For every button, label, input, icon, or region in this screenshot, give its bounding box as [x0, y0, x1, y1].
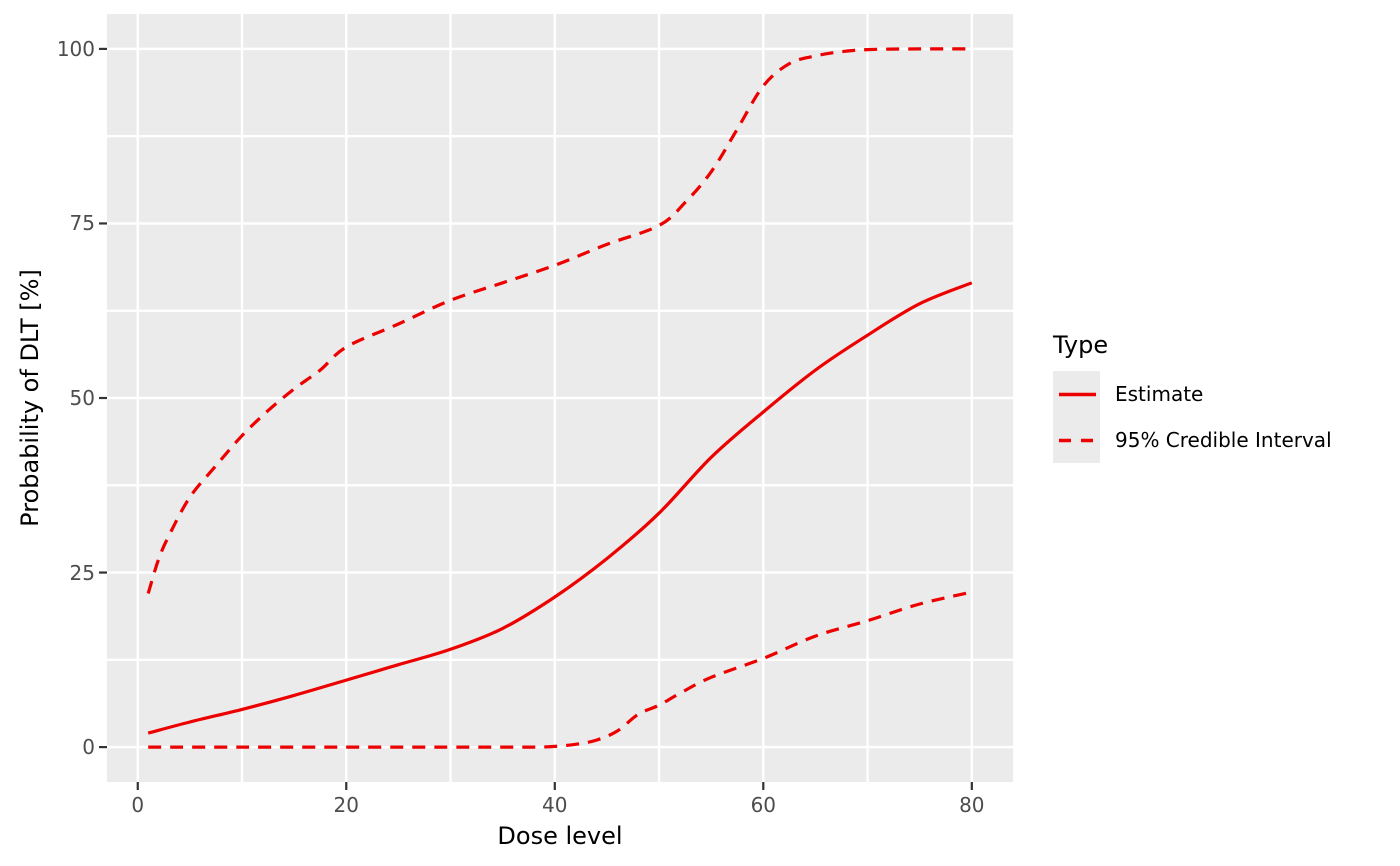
legend-label-estimate: Estimate [1115, 382, 1204, 406]
y-tick-label-50: 50 [69, 386, 95, 410]
x-tick-label-40: 40 [542, 793, 568, 817]
legend-key-estimate [1053, 371, 1100, 417]
legend-item-estimate: Estimate [1053, 371, 1332, 417]
series-line-2-dashed [148, 590, 973, 749]
y-tick-label-100: 100 [56, 36, 95, 61]
x-tick-label-80: 80 [959, 793, 985, 817]
x-tick-label-60: 60 [750, 793, 777, 817]
y-axis-title: Probability of DLT [%] [16, 269, 44, 527]
y-tick-label-75: 75 [69, 211, 95, 236]
x-tick-label-0: 0 [131, 793, 145, 817]
legend-title: Type [1053, 331, 1109, 359]
y-tick-label-0: 0 [82, 735, 95, 760]
x-tick-label-20: 20 [333, 793, 359, 817]
y-tick-label-25: 25 [69, 560, 95, 585]
solid-line-icon [1059, 392, 1096, 397]
legend-label-credible-interval: 95% Credible Interval [1115, 428, 1332, 452]
dashed-line-icon [1059, 438, 1096, 443]
legend: Type Estimate 95% Credible Interval [1053, 330, 1332, 463]
legend-key-credible-interval [1053, 417, 1100, 463]
legend-item-credible-interval: 95% Credible Interval [1053, 417, 1332, 463]
x-axis-title: Dose level [497, 822, 623, 850]
series-line-0-solid [147, 281, 973, 735]
